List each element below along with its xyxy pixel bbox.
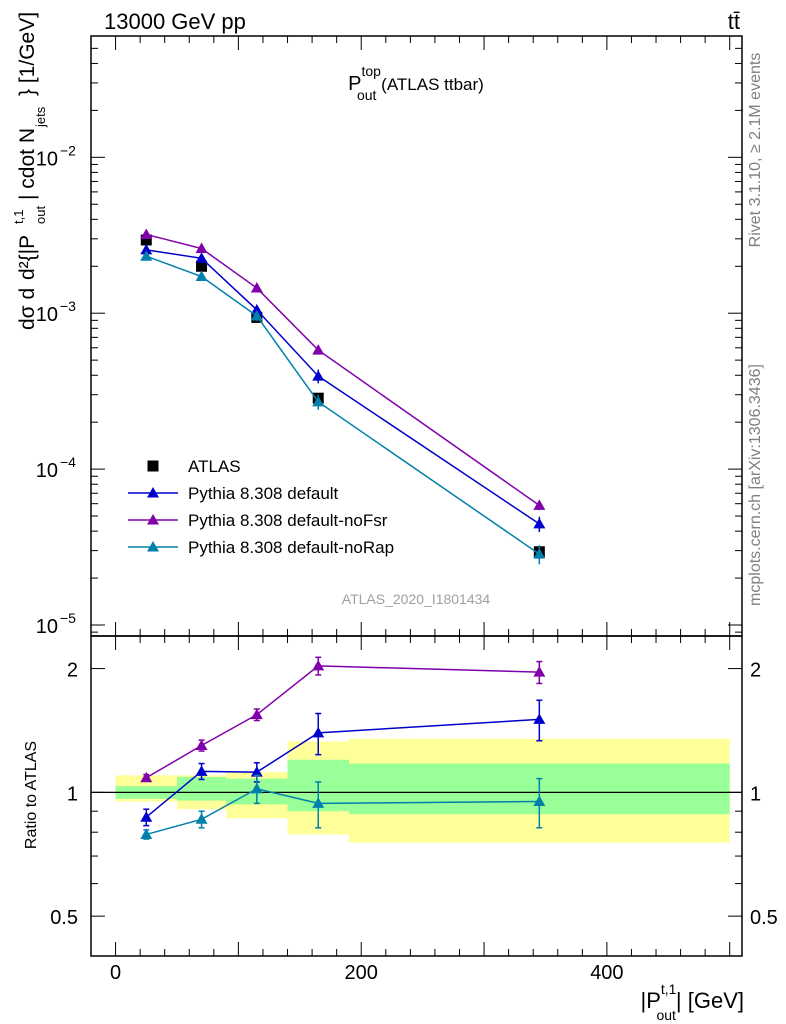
ratio-data-point: [533, 795, 546, 807]
energy-label: 13000 GeV pp: [104, 9, 246, 34]
ratio-data-point: [533, 713, 546, 724]
data-point: [312, 344, 325, 355]
series-line: [146, 249, 540, 525]
ratio-data-point: [250, 782, 263, 794]
series-atlas: [140, 234, 545, 558]
ratio-y-tick-label: 1: [67, 783, 78, 805]
rivet-label: Rivet 3.1.10, ≥ 2.1M events: [747, 53, 764, 248]
ratio-y-tick-label: 0.5: [50, 907, 78, 929]
data-point: [250, 309, 263, 321]
x-tick-label: 400: [590, 962, 623, 984]
legend-entry: Pythia 8.308 default-noRap: [188, 538, 394, 557]
data-point: [140, 234, 152, 246]
legend-marker: [147, 487, 159, 498]
ratio-series-pythia-8-308-default-nofsr: [140, 656, 546, 783]
series-pythia-8-308-default-nofsr: [140, 228, 546, 511]
main-y-tick-label: 10: [36, 616, 58, 638]
legend: ATLAS Pythia 8.308 default Pythia 8.308 de…: [128, 457, 394, 557]
data-point: [250, 282, 263, 293]
ratio-y-tick-label-right: 2: [750, 660, 761, 682]
mcplots-label: mcplots.cern.ch [arXiv:1306.3436]: [747, 364, 764, 606]
ratio-data-point: [140, 828, 153, 839]
x-tick-label: 200: [345, 962, 378, 984]
data-point: [533, 499, 546, 510]
svg-text:t,1: t,1: [11, 210, 26, 224]
main-y-tick-exponent: −5: [60, 610, 76, 626]
process-label: tt̄: [728, 9, 740, 34]
ratio-data-point: [195, 765, 208, 776]
main-y-axis-label: dσ d d²{|P t,1 out | cdot N jets } [1/Ge…: [11, 12, 48, 330]
ratio-data-point: [533, 666, 546, 677]
main-y-tick-exponent: −2: [60, 142, 76, 158]
ratio-data-point: [250, 766, 263, 777]
ratio-data-point: [195, 739, 208, 750]
svg-text:out: out: [33, 206, 48, 224]
ratio-y-axis-label: Ratio to ATLAS: [23, 741, 40, 849]
main-y-tick-label: 10: [36, 148, 58, 170]
data-point: [195, 242, 208, 254]
data-point: [140, 250, 153, 261]
ratio-frame: [90, 635, 743, 957]
data-point: [250, 303, 263, 315]
ratio-data-point: [250, 708, 263, 720]
plot-title: Ptop out (ATLAS ttbar): [348, 63, 484, 103]
legend-marker: [147, 541, 159, 552]
svg-text:d²{|P: d²{|P: [16, 235, 39, 280]
series-pythia-8-308-default-norap: [140, 250, 546, 565]
legend-marker: [147, 514, 159, 525]
ratio-series-pythia-8-308-default-norap: [140, 774, 546, 840]
legend-entry: Pythia 8.308 default-noFsr: [188, 511, 388, 530]
analysis-id: ATLAS_2020_I1801434: [342, 591, 491, 607]
data-point: [140, 243, 153, 255]
ratio-data-point: [140, 811, 153, 822]
ratio-data-point: [140, 771, 153, 783]
ratio-data-point: [195, 813, 208, 824]
ratio-y-tick-label-right: 1: [750, 783, 761, 805]
legend-marker: [147, 460, 159, 472]
ratio-data-point: [312, 659, 325, 671]
data-point: [140, 228, 153, 239]
main-y-tick-label: 10: [36, 460, 58, 482]
data-point: [312, 395, 325, 407]
main-y-tick-exponent: −4: [60, 454, 76, 470]
main-panel: 10−210−310−410−5 Ptop out (ATLAS ttbar) A…: [11, 12, 743, 638]
legend-entry: ATLAS: [188, 457, 241, 476]
legend-entry: Pythia 8.308 default: [188, 484, 339, 503]
ratio-data-point: [312, 797, 325, 808]
data-point: [195, 252, 208, 263]
ratio-panel: 0.5 0.5 1 1 2 2 0 200 400 Ratio to ATLAS |Pt,1 ou…: [23, 635, 778, 1023]
series-line: [146, 255, 540, 555]
data-point: [312, 370, 325, 381]
ratio-y-tick-label-right: 0.5: [750, 907, 778, 929]
data-point: [195, 270, 208, 281]
svg-text:} [1/GeV]: } [1/GeV]: [16, 12, 39, 96]
x-axis-label: |Pt,1 out| [GeV]: [640, 981, 744, 1023]
svg-text:jets: jets: [33, 106, 48, 128]
svg-text:| cdot N: | cdot N: [16, 128, 39, 200]
svg-text:dσ d: dσ d: [16, 288, 39, 330]
data-point: [533, 517, 546, 529]
main-y-tick-exponent: −3: [60, 298, 76, 314]
data-point: [196, 260, 208, 272]
ratio-series-pythia-8-308-default: [140, 699, 546, 827]
x-tick-label: 0: [110, 962, 121, 984]
uncertainty-band-inner: [176, 776, 227, 801]
main-y-tick-label: 10: [36, 304, 58, 326]
ratio-y-tick-label: 2: [67, 660, 78, 682]
data-point: [533, 548, 546, 559]
ratio-data-point: [312, 726, 325, 738]
